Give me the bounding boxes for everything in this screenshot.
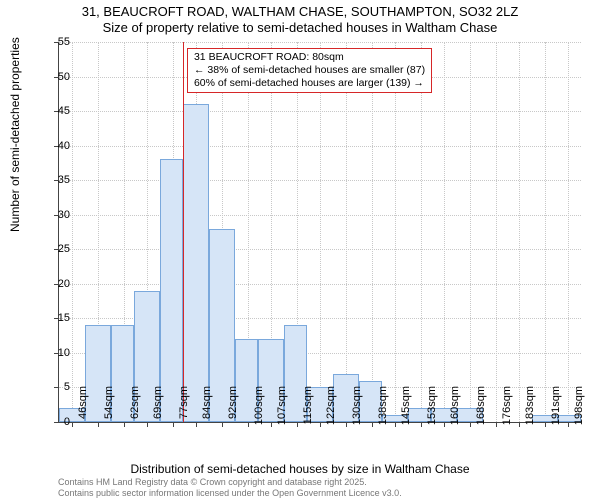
x-tick-label: 107sqm xyxy=(276,386,288,436)
y-tick-label: 35 xyxy=(40,174,70,186)
gridline-v xyxy=(568,42,569,422)
x-tick-label: 84sqm xyxy=(201,386,213,436)
gridline-v xyxy=(444,42,445,422)
y-tick-label: 45 xyxy=(40,105,70,117)
gridline-v xyxy=(395,42,396,422)
y-tick-label: 5 xyxy=(40,381,70,393)
x-tick-label: 92sqm xyxy=(227,386,239,436)
x-tick-label: 100sqm xyxy=(253,386,265,436)
gridline-v xyxy=(372,42,373,422)
annotation-line2: ← 38% of semi-detached houses are smalle… xyxy=(194,64,425,77)
footer-line1: Contains HM Land Registry data © Crown c… xyxy=(58,477,402,487)
y-tick-label: 10 xyxy=(40,347,70,359)
gridline-v xyxy=(519,42,520,422)
y-tick-label: 15 xyxy=(40,312,70,324)
reference-line xyxy=(183,42,184,422)
x-axis-label: Distribution of semi-detached houses by … xyxy=(0,462,600,476)
annotation-line1: 31 BEAUCROFT ROAD: 80sqm xyxy=(194,51,425,64)
histogram-bar xyxy=(183,104,209,422)
gridline-v xyxy=(421,42,422,422)
gridline-v xyxy=(72,42,73,422)
y-tick-label: 50 xyxy=(40,71,70,83)
x-tick-label: 176sqm xyxy=(501,386,513,436)
y-tick-label: 30 xyxy=(40,209,70,221)
annotation-line3: 60% of semi-detached houses are larger (… xyxy=(194,77,425,90)
x-tick-label: 138sqm xyxy=(377,386,389,436)
y-tick-label: 25 xyxy=(40,243,70,255)
x-tick-label: 130sqm xyxy=(351,386,363,436)
y-tick-label: 0 xyxy=(40,416,70,428)
x-tick-label: 198sqm xyxy=(573,386,585,436)
y-tick-label: 40 xyxy=(40,140,70,152)
x-tick-label: 122sqm xyxy=(325,386,337,436)
plot-inner: 31 BEAUCROFT ROAD: 80sqm← 38% of semi-de… xyxy=(58,42,581,423)
x-tick-label: 69sqm xyxy=(152,386,164,436)
chart-title-line1: 31, BEAUCROFT ROAD, WALTHAM CHASE, SOUTH… xyxy=(0,4,600,20)
chart-title-line2: Size of property relative to semi-detach… xyxy=(0,20,600,36)
x-tick-label: 54sqm xyxy=(103,386,115,436)
y-tick-label: 20 xyxy=(40,278,70,290)
gridline-v xyxy=(496,42,497,422)
y-tick-label: 55 xyxy=(40,36,70,48)
x-tick-label: 191sqm xyxy=(550,386,562,436)
x-tick-label: 62sqm xyxy=(129,386,141,436)
x-tick-label: 115sqm xyxy=(302,386,314,436)
histogram-bar xyxy=(160,159,183,422)
x-tick-label: 153sqm xyxy=(426,386,438,436)
gridline-v xyxy=(545,42,546,422)
gridline-v xyxy=(320,42,321,422)
y-axis-label: Number of semi-detached properties xyxy=(8,37,22,232)
x-tick-label: 183sqm xyxy=(524,386,536,436)
x-tick-label: 160sqm xyxy=(449,386,461,436)
attribution-footer: Contains HM Land Registry data © Crown c… xyxy=(58,477,402,498)
annotation-box: 31 BEAUCROFT ROAD: 80sqm← 38% of semi-de… xyxy=(187,48,432,93)
chart-title-block: 31, BEAUCROFT ROAD, WALTHAM CHASE, SOUTH… xyxy=(0,0,600,37)
x-tick-label: 46sqm xyxy=(77,386,89,436)
x-tick-label: 168sqm xyxy=(475,386,487,436)
footer-line2: Contains public sector information licen… xyxy=(58,488,402,498)
x-tick-label: 77sqm xyxy=(178,386,190,436)
x-tick-label: 145sqm xyxy=(400,386,412,436)
gridline-v xyxy=(346,42,347,422)
plot-area: 31 BEAUCROFT ROAD: 80sqm← 38% of semi-de… xyxy=(58,42,580,422)
gridline-v xyxy=(470,42,471,422)
